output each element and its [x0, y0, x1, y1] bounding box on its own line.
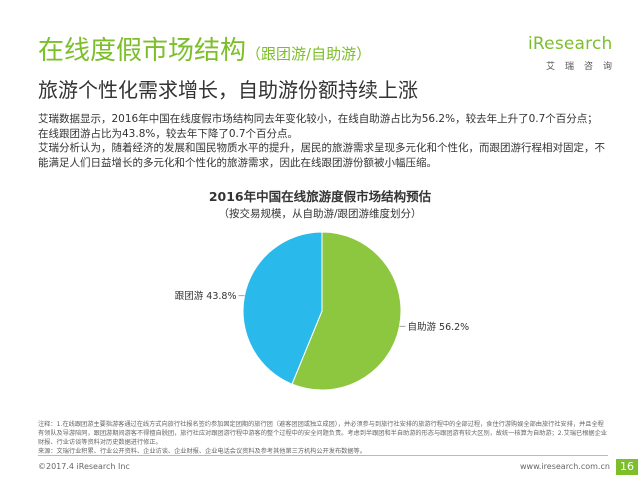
page-subtitle: 旅游个性化需求增长，自助游份额持续上涨 [38, 78, 418, 102]
description-paragraph-1: 艾瑞数据显示，2016年中国在线度假市场结构同去年变化较小，在线自助游占比为56… [38, 113, 598, 140]
note-annotation: 注释：1.在线跟团游主要指游客通过在线方式向旅行社报名签约参加固定团期的旅行团（… [38, 421, 607, 446]
notes-block: 注释：1.在线跟团游主要指游客通过在线方式向旅行社报名签约参加固定团期的旅行团（… [38, 420, 610, 456]
pie-label-1: 跟团游 43.8% [175, 290, 237, 302]
chart-title: 2016年中国在线旅游度假市场结构预估 [208, 189, 432, 204]
page-title: 在线度假市场结构 [38, 36, 247, 66]
pie-slice-0 [291, 231, 402, 391]
page-title-row: 在线度假市场结构（跟团游/自助游） [38, 30, 371, 67]
description-paragraph-2: 艾瑞分析认为，随着经济的发展和国民物质水平的提升，居民的旅游需求呈现多元化和个性… [38, 142, 605, 169]
chart-subtitle: （按交易规模，从自助游/跟团游维度划分） [218, 208, 422, 220]
page-number: 16 [616, 459, 638, 475]
page-title-suffix: （跟团游/自助游） [246, 45, 372, 63]
logo-chinese-name: 艾瑞咨询 [546, 62, 623, 72]
iresearch-logo: iResearch 艾瑞咨询 [524, 34, 612, 74]
note-source: 来源：文瑞行业积累、行业公开资料、企业访谈、企业财报、企业电话会议资料及参考其他… [38, 448, 366, 455]
description-block: 艾瑞数据显示，2016年中国在线度假市场结构同去年变化较小，在线自助游占比为56… [38, 112, 608, 170]
logo-wordmark: iResearch [528, 34, 613, 54]
footer-divider [38, 455, 608, 456]
footer-copyright: ©2017.4 iResearch Inc [38, 462, 130, 471]
footer-url: www.iresearch.com.cn [520, 462, 610, 471]
pie-label-0: 自助游 56.2% [408, 321, 470, 333]
